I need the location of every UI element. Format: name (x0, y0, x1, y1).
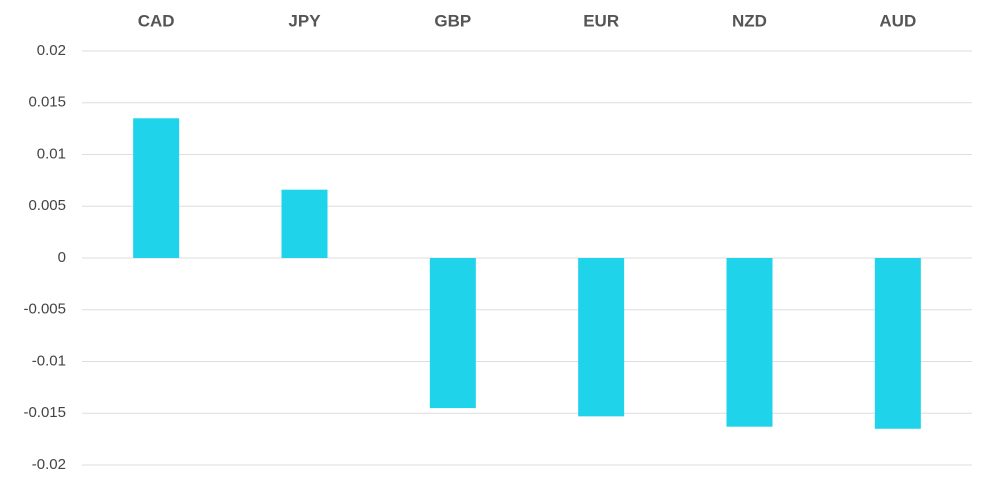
y-tick-label: 0.015 (28, 94, 66, 111)
y-tick-label: 0 (58, 249, 66, 266)
bar (874, 258, 921, 429)
x-tick-label: JPY (288, 11, 321, 30)
y-tick-label: 0.02 (37, 42, 66, 59)
x-tick-label: AUD (879, 11, 916, 30)
x-tick-label: NZD (732, 11, 767, 30)
y-tick-label: 0.005 (28, 197, 66, 214)
y-tick-label: -0.02 (32, 456, 66, 473)
x-tick-label: EUR (583, 11, 619, 30)
bar (578, 258, 625, 417)
bar (429, 258, 476, 409)
y-tick-label: 0.01 (37, 145, 66, 162)
x-tick-label: CAD (138, 11, 175, 30)
y-tick-label: -0.005 (23, 301, 66, 318)
y-tick-label: -0.01 (32, 352, 66, 369)
x-tick-label: GBP (434, 11, 471, 30)
bar (281, 189, 328, 258)
bar (133, 118, 180, 259)
bar (726, 258, 773, 427)
y-tick-label: -0.015 (23, 404, 66, 421)
